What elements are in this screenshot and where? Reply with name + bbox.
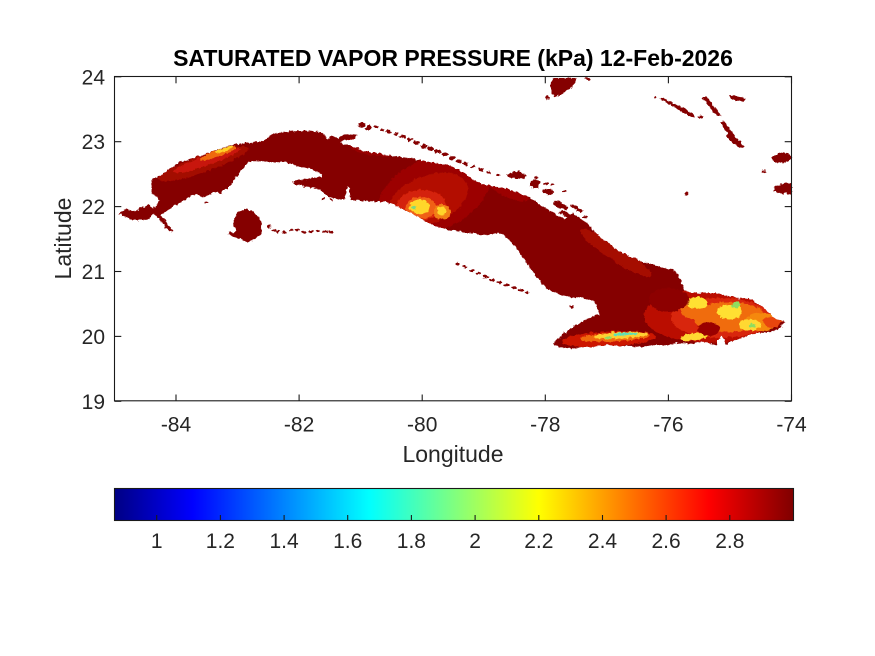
svg-text:19: 19	[82, 391, 105, 414]
svg-text:2.8: 2.8	[715, 530, 744, 553]
svg-text:1.2: 1.2	[206, 530, 235, 553]
svg-text:22: 22	[82, 196, 105, 219]
svg-text:2.4: 2.4	[588, 530, 618, 553]
svg-text:1.4: 1.4	[269, 530, 299, 553]
svg-text:20: 20	[82, 326, 105, 349]
svg-text:-78: -78	[530, 414, 560, 437]
svg-text:1: 1	[151, 530, 163, 553]
svg-text:-84: -84	[161, 414, 192, 437]
svg-text:1.8: 1.8	[397, 530, 426, 553]
svg-text:2.6: 2.6	[651, 530, 680, 553]
svg-text:-80: -80	[407, 414, 437, 437]
svg-text:2.2: 2.2	[524, 530, 553, 553]
svg-text:2: 2	[469, 530, 481, 553]
svg-text:SATURATED VAPOR PRESSURE (kPa): SATURATED VAPOR PRESSURE (kPa) 12-Feb-20…	[173, 45, 733, 71]
svg-text:21: 21	[82, 261, 105, 284]
svg-text:24: 24	[82, 66, 106, 89]
svg-text:-82: -82	[284, 414, 314, 437]
svg-text:-74: -74	[776, 414, 807, 437]
svg-text:-76: -76	[653, 414, 683, 437]
svg-text:23: 23	[82, 131, 105, 154]
svg-text:1.6: 1.6	[333, 530, 362, 553]
svg-text:Longitude: Longitude	[402, 441, 503, 467]
svg-text:Latitude: Latitude	[50, 198, 76, 280]
